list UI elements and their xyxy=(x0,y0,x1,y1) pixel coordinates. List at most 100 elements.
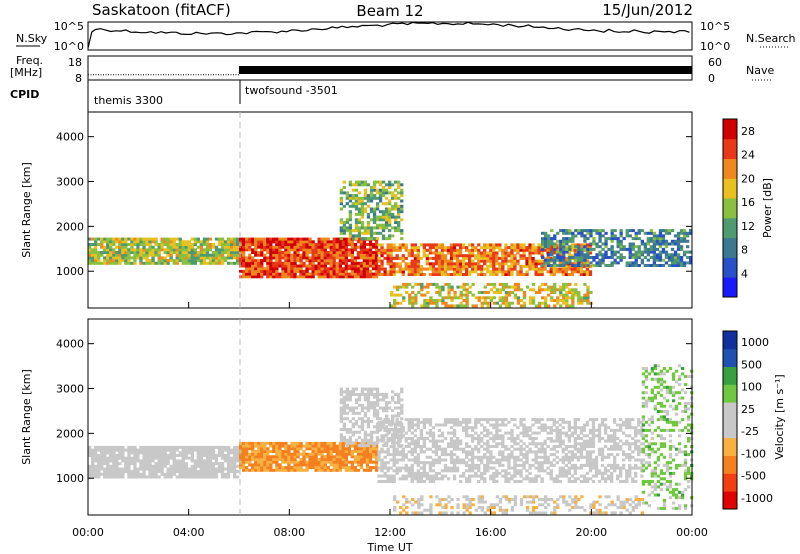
scatter-cell xyxy=(181,451,185,455)
scatter-cell xyxy=(571,237,575,241)
scatter-cell xyxy=(446,442,451,446)
scatter-cell xyxy=(335,275,339,279)
scatter-cell xyxy=(257,272,261,276)
scatter-cell xyxy=(459,243,463,247)
scatter-cell xyxy=(148,251,152,254)
scatter-cell xyxy=(437,434,442,438)
scatter-cell xyxy=(631,256,635,259)
scatter-cell xyxy=(145,448,149,452)
scatter-cell xyxy=(127,253,131,257)
scatter-cell xyxy=(269,237,273,241)
scatter-cell xyxy=(372,387,377,391)
scatter-cell xyxy=(495,418,499,422)
scatter-cell xyxy=(356,458,361,461)
scatter-cell xyxy=(400,199,404,203)
scatter-cell xyxy=(429,299,433,302)
scatter-cell xyxy=(378,417,383,421)
scatter-cell xyxy=(395,466,399,470)
scatter-cell xyxy=(160,240,164,244)
scatter-cell xyxy=(97,464,101,468)
scatter-cell xyxy=(537,251,541,255)
scatter-cell xyxy=(226,448,231,452)
scatter-cell xyxy=(220,243,225,246)
scatter-cell xyxy=(278,253,282,257)
scatter-cell xyxy=(388,199,392,203)
scatter-cell xyxy=(401,447,405,451)
scatter-cell xyxy=(374,463,379,467)
scatter-cell xyxy=(103,462,107,466)
scatter-cell xyxy=(547,237,551,241)
scatter-cell xyxy=(214,456,219,460)
scatter-cell xyxy=(97,470,101,474)
scatter-cell xyxy=(397,393,401,396)
scatter-cell xyxy=(419,477,423,481)
scatter-cell xyxy=(501,423,505,427)
scatter-cell xyxy=(199,472,203,476)
scatter-cell xyxy=(431,450,436,454)
scatter-cell xyxy=(380,420,384,424)
scatter-cell xyxy=(154,445,158,449)
scatter-cell xyxy=(272,447,276,451)
scatter-cell xyxy=(351,406,355,410)
scatter-cell xyxy=(148,253,152,257)
scatter-cell xyxy=(369,210,374,214)
scatter-cell xyxy=(299,269,303,273)
scatter-cell xyxy=(354,393,359,396)
scatter-cell xyxy=(397,226,401,230)
scatter-cell xyxy=(293,248,297,252)
scatter-cell xyxy=(667,231,672,235)
scatter-cell xyxy=(308,275,312,279)
scatter-cell xyxy=(519,469,523,473)
scatter-cell xyxy=(317,253,321,257)
scatter-cell xyxy=(130,448,134,452)
scatter-cell xyxy=(483,455,487,459)
scatter-cell xyxy=(360,237,365,241)
scatter-cell xyxy=(465,291,469,294)
scatter-cell xyxy=(510,477,514,481)
scatter-cell xyxy=(229,248,234,252)
scatter-cell xyxy=(363,395,368,399)
scatter-cell xyxy=(486,264,490,268)
scatter-cell xyxy=(142,459,146,463)
scatter-cell xyxy=(416,256,420,260)
scatter-cell xyxy=(391,234,395,238)
scatter-cell xyxy=(354,438,359,442)
scatter-cell xyxy=(655,256,660,259)
scatter-cell xyxy=(178,259,182,263)
scatter-cell xyxy=(410,439,414,443)
scatter-cell xyxy=(531,264,535,268)
scatter-cell xyxy=(486,301,490,305)
scatter-cell xyxy=(266,447,270,451)
scatter-cell xyxy=(401,477,405,481)
scatter-cell xyxy=(245,460,249,464)
scatter-cell xyxy=(465,256,469,260)
scatter-cell xyxy=(449,439,454,443)
scatter-cell xyxy=(541,237,545,241)
scatter-cell xyxy=(401,458,405,462)
scatter-cell xyxy=(556,231,560,235)
scatter-cell xyxy=(130,256,134,260)
scatter-cell xyxy=(582,463,587,467)
scatter-cell xyxy=(389,262,393,266)
scatter-cell xyxy=(142,464,146,468)
scatter-cell xyxy=(386,248,390,252)
scatter-cell xyxy=(400,194,404,198)
scatter-cell xyxy=(465,273,469,276)
scatter-cell xyxy=(193,467,197,471)
scatter-cell xyxy=(634,261,638,265)
scatter-cell xyxy=(169,448,173,452)
scatter-cell xyxy=(541,264,545,267)
scatter-cell xyxy=(459,480,463,483)
scatter-cell xyxy=(338,460,342,464)
scatter-cell xyxy=(269,441,273,445)
scatter-cell xyxy=(363,188,368,192)
scatter-cell xyxy=(410,264,414,268)
scatter-cell xyxy=(175,467,179,471)
scatter-cell xyxy=(377,264,381,268)
scatter-cell xyxy=(248,468,252,472)
scatter-cell xyxy=(320,251,324,254)
scatter-cell xyxy=(357,199,362,203)
scatter-cell xyxy=(211,448,216,452)
scatter-cell xyxy=(410,251,414,255)
scatter-cell xyxy=(504,477,508,481)
